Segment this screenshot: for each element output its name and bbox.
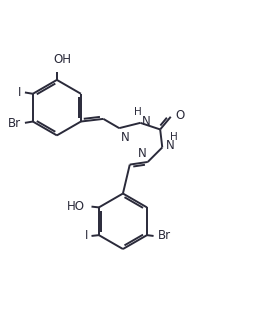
Text: N: N bbox=[138, 147, 146, 160]
Text: I: I bbox=[85, 230, 88, 242]
Text: HO: HO bbox=[67, 200, 85, 213]
Text: O: O bbox=[175, 109, 184, 122]
Text: N: N bbox=[142, 115, 150, 128]
Text: Br: Br bbox=[8, 117, 21, 130]
Text: H: H bbox=[134, 107, 142, 117]
Text: Br: Br bbox=[158, 230, 171, 242]
Text: N: N bbox=[166, 139, 175, 152]
Text: I: I bbox=[18, 86, 21, 99]
Text: N: N bbox=[120, 131, 129, 144]
Text: OH: OH bbox=[53, 53, 71, 66]
Text: H: H bbox=[170, 132, 178, 142]
